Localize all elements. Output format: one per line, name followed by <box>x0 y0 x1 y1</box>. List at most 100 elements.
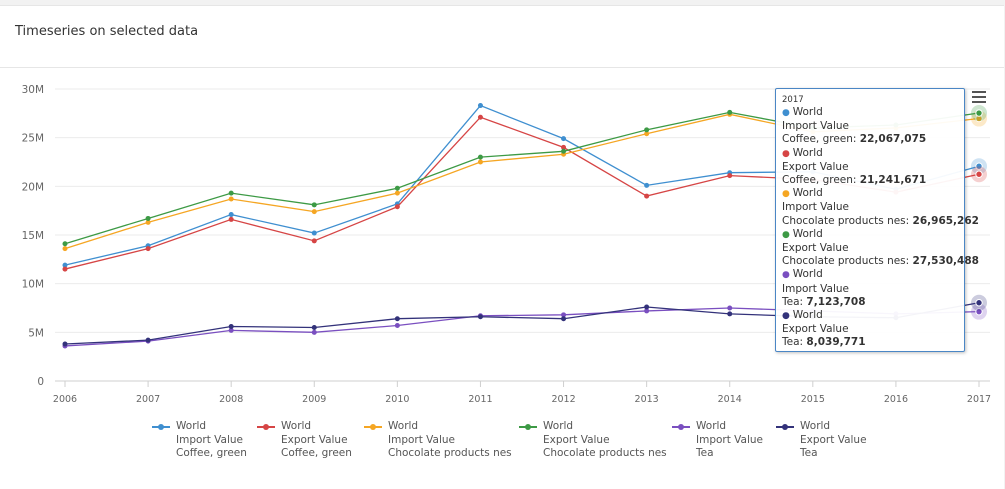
panel-title: Timeseries on selected data <box>15 24 199 39</box>
legend-marker-icon <box>152 420 170 433</box>
data-point-1 <box>727 173 733 179</box>
data-point-5 <box>311 324 317 330</box>
data-point-2 <box>477 159 483 165</box>
data-point-4 <box>644 308 650 314</box>
data-point-3 <box>477 154 483 160</box>
tooltip-series-dot-icon: ● <box>782 229 793 240</box>
data-point-3 <box>975 109 983 117</box>
tooltip-value: 26,965,262 <box>912 214 979 227</box>
tooltip-product: Chocolate products nes: <box>782 255 913 268</box>
data-point-1 <box>394 204 400 210</box>
tooltip-flow: Export Value <box>782 323 849 336</box>
x-tick-label: 2008 <box>219 394 243 405</box>
tooltip-series-dot-icon: ● <box>782 189 793 200</box>
data-point-2 <box>62 246 68 252</box>
tooltip-entry: ● World Export Value Chocolate products ne… <box>782 227 979 269</box>
legend-label: Import Value <box>696 433 764 446</box>
x-tick-label: 2009 <box>302 394 326 405</box>
x-tick-label: 2011 <box>468 394 492 405</box>
x-tick-label: 2012 <box>551 394 575 405</box>
tooltip-reporter: World <box>792 227 823 240</box>
tooltip-reporter: World <box>792 187 823 200</box>
hamburger-menu-icon[interactable] <box>969 88 989 106</box>
tooltip-entry: ● World Export Value Coffee, green: 21,241… <box>782 147 958 188</box>
data-point-3 <box>394 185 400 191</box>
data-point-1 <box>228 216 234 222</box>
legend-label: Tea <box>696 447 714 459</box>
tooltip-product: Tea: <box>782 336 807 349</box>
data-point-4 <box>228 327 234 333</box>
legend-label: World <box>543 420 574 432</box>
tooltip-value: 27,530,488 <box>912 255 979 268</box>
data-point-1 <box>477 114 483 120</box>
data-point-1 <box>62 266 68 272</box>
data-point-2 <box>644 131 650 137</box>
legend-label: World <box>388 420 419 432</box>
panel-divider <box>0 67 1004 68</box>
data-point-0 <box>975 162 983 170</box>
tooltip-reporter: World <box>792 309 823 322</box>
tooltip-product: Coffee, green: <box>782 174 860 187</box>
tooltip-series-dot-icon: ● <box>782 148 793 159</box>
legend-label: World <box>176 420 207 432</box>
y-tick-label: 0 <box>37 376 44 388</box>
y-tick-label: 10M <box>22 279 44 291</box>
tooltip-series-dot-icon: ● <box>782 108 793 118</box>
y-tick-label: 15M <box>22 230 44 242</box>
data-point-0 <box>228 212 234 218</box>
legend-marker-icon <box>519 420 537 433</box>
data-point-4 <box>975 307 983 316</box>
data-point-0 <box>477 103 483 109</box>
data-point-0 <box>561 136 567 142</box>
data-point-4 <box>394 323 400 329</box>
legend-label: Coffee, green <box>176 447 247 459</box>
tooltip-series-dot-icon: ● <box>782 311 793 322</box>
x-tick-label: 2015 <box>801 394 825 405</box>
tooltip-reporter: World <box>792 268 823 281</box>
data-point-3 <box>644 127 650 133</box>
data-point-4 <box>727 305 733 311</box>
data-point-4 <box>561 312 567 318</box>
tooltip-flow: Import Value <box>782 282 850 295</box>
data-point-3 <box>145 215 151 221</box>
data-point-4 <box>311 329 317 335</box>
x-tick-label: 2016 <box>884 394 908 405</box>
tooltip-entries: ● World Import Value Coffee, green: 22,067… <box>782 106 979 350</box>
x-tick-label: 2013 <box>635 394 659 405</box>
data-point-0 <box>644 182 650 188</box>
x-tick-label: 2007 <box>136 394 160 405</box>
data-point-5 <box>228 323 234 329</box>
tooltip-flow: Export Value <box>782 242 849 255</box>
data-point-5 <box>975 299 983 307</box>
data-point-0 <box>311 230 317 236</box>
data-point-2 <box>145 219 151 225</box>
data-point-2 <box>311 209 317 215</box>
tooltip-series-dot-icon: ● <box>782 270 793 281</box>
legend-label: Export Value <box>800 433 867 446</box>
tooltip-product: Coffee, green: <box>782 133 860 146</box>
data-point-5 <box>62 341 68 347</box>
y-tick-label: 25M <box>22 133 44 145</box>
legend-marker-icon <box>364 420 382 433</box>
tooltip-entry: ● World Import Value Tea: 7,123,708 <box>782 268 958 309</box>
legend-label: Chocolate products nes <box>543 447 667 459</box>
legend-marker-icon <box>257 420 275 433</box>
legend-label: World <box>281 420 312 432</box>
legend-label: Export Value <box>281 433 348 446</box>
tooltip-value: 7,123,708 <box>806 295 866 308</box>
legend-marker-icon <box>672 420 690 433</box>
legend-label: Tea <box>800 447 818 459</box>
data-point-3 <box>561 148 567 154</box>
legend-marker-icon <box>776 420 794 433</box>
y-tick-label: 20M <box>22 181 44 193</box>
tooltip-product: Chocolate products nes: <box>782 214 913 227</box>
data-point-5 <box>145 337 151 343</box>
data-point-5 <box>644 304 650 310</box>
y-tick-label: 5M <box>28 327 44 339</box>
data-point-5 <box>727 311 733 317</box>
chart-tooltip: 2017 ● World Import Value Coffee, green: 2… <box>775 88 979 352</box>
data-point-1 <box>311 238 317 244</box>
tooltip-entry: ● World Export Value Tea: 8,039,771 <box>782 309 958 350</box>
data-point-5 <box>561 316 567 322</box>
tooltip-product: Tea: <box>782 295 807 308</box>
